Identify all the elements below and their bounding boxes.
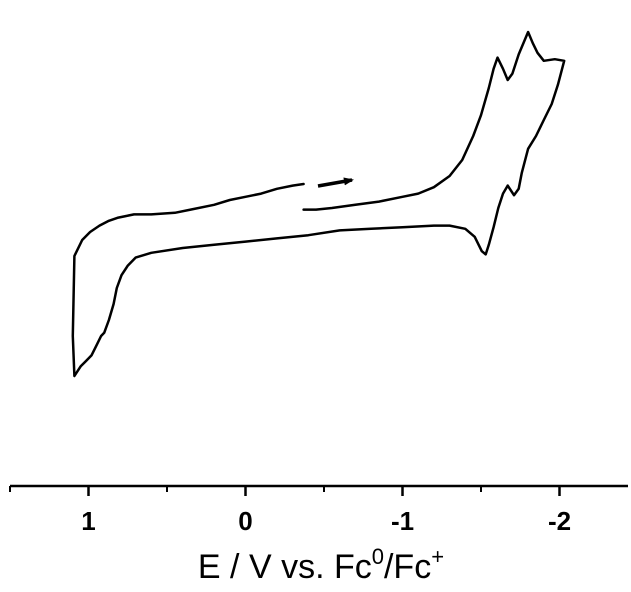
x-axis-title-superscript: 0 (372, 544, 384, 569)
x-axis-title-text: /Fc (384, 548, 431, 586)
x-tick-label: -2 (548, 506, 571, 536)
x-axis-title-superscript: + (431, 544, 444, 569)
scan-direction-arrow (317, 177, 354, 188)
x-axis-title: E / V vs. Fc0/Fc+ (198, 544, 444, 586)
x-tick-label: 1 (81, 506, 95, 536)
x-tick-label: -1 (391, 506, 414, 536)
plot-area (71, 30, 566, 378)
x-axis-title-text: E / V vs. Fc (198, 548, 372, 586)
x-axis: 1 0 -1 -2 (9, 484, 628, 536)
x-tick-label: 0 (238, 506, 252, 536)
cv-trace-line (71, 30, 566, 378)
